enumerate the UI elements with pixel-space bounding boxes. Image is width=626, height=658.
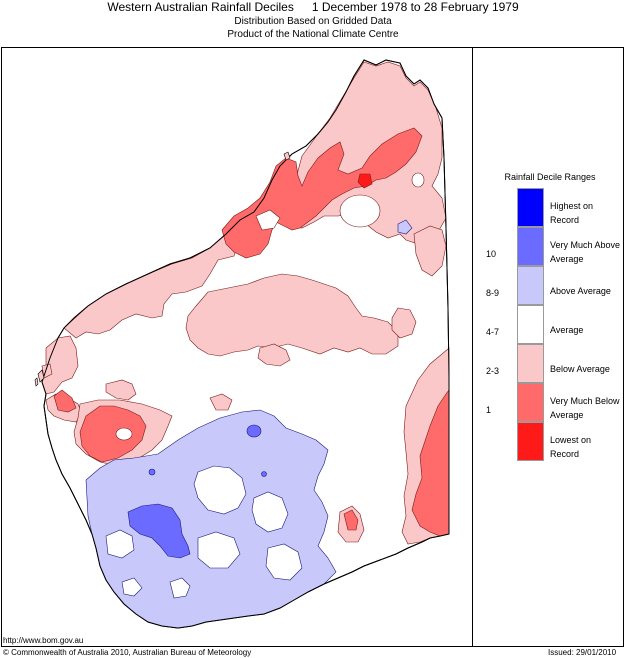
decile-4-7-holes: [339, 172, 425, 228]
legend-range-1: 1: [486, 405, 492, 415]
legend-swatch-above: [517, 266, 544, 305]
legend-swatch-below: [517, 344, 544, 383]
legend-range-10: 10: [486, 249, 497, 259]
map-title: Western Australian Rainfall Deciles 1 Dec…: [0, 0, 626, 14]
legend-swatch-lowest: [517, 422, 544, 461]
legend-title: Rainfall Decile Ranges: [504, 172, 596, 182]
legend-label-above: Above Average: [550, 286, 611, 296]
islands: [34, 151, 291, 387]
map-frame: [1, 47, 624, 647]
footer-copyright: © Commonwealth of Australia 2010, Austra…: [3, 648, 252, 657]
decile-10-regions: [127, 424, 267, 559]
footer-url[interactable]: http://www.bom.gov.au: [3, 636, 84, 645]
legend-label-average: Average: [550, 325, 584, 335]
legend-range-2-3: 2-3: [486, 366, 500, 376]
map-subtitle-1: Distribution Based on Gridded Data: [234, 16, 392, 27]
decile-1-holes: [115, 209, 281, 441]
legend-swatch-average: [517, 305, 544, 344]
legend-range-4-7: 4-7: [486, 327, 500, 337]
legend-swatch-very-much-below: [517, 383, 544, 422]
legend-label-very-much-above: Very Much Above Average: [550, 240, 621, 264]
legend-range-8-9: 8-9: [486, 288, 500, 298]
footer-issued: Issued: 29/01/2010: [548, 648, 617, 657]
legend-swatch-very-much-above: [517, 227, 544, 266]
legend-swatch-highest: [517, 188, 544, 227]
map-subtitle-2: Product of the National Climate Centre: [227, 29, 399, 40]
map-title-period: 1 December 1978 to 28 February 1979: [311, 0, 519, 14]
legend-label-highest: Highest on Record: [550, 201, 594, 225]
legend-label-lowest: Lowest on Record: [550, 435, 592, 459]
legend-label-below: Below Average: [550, 364, 610, 374]
legend-label-very-much-below: Very Much Below Average: [550, 396, 620, 420]
legend-divider: [472, 47, 473, 647]
map-title-left: Western Australian Rainfall Deciles: [107, 0, 294, 14]
rainfall-map: [34, 59, 450, 629]
coastline: [41, 59, 450, 629]
decile-8-9-holes: [105, 465, 303, 599]
